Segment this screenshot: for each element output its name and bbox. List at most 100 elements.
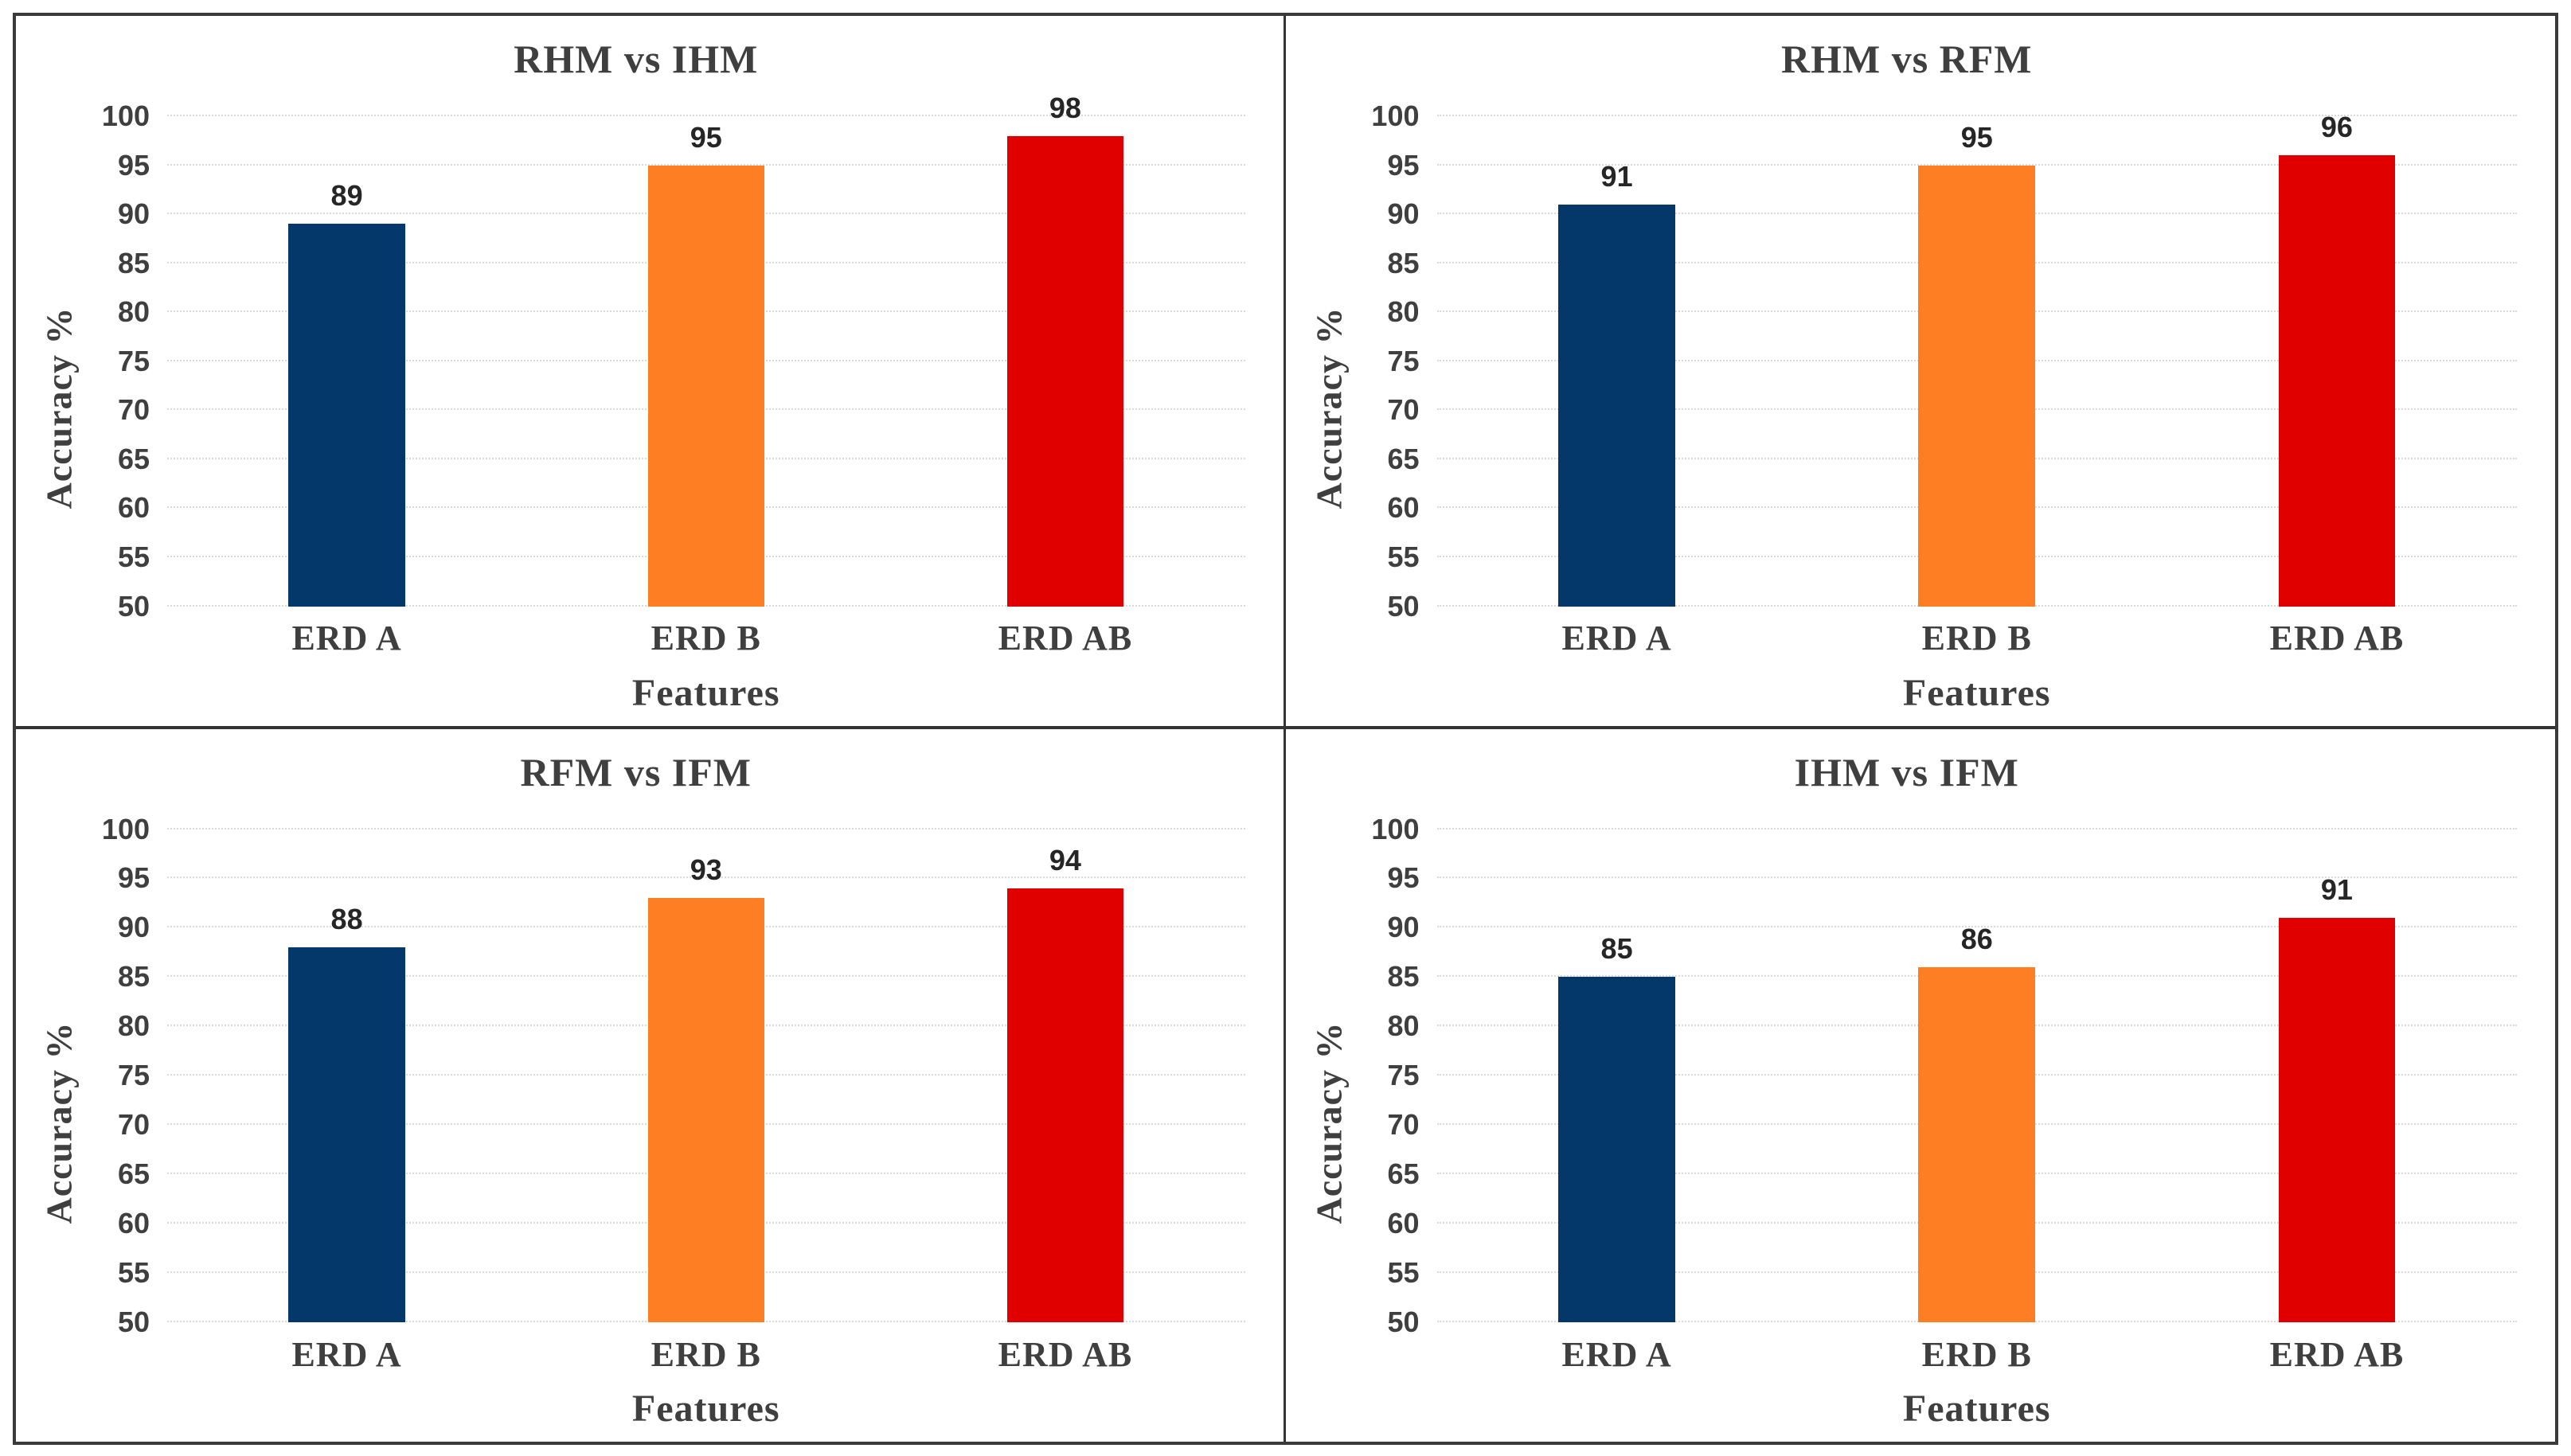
chart-title: RHM vs RFM	[1781, 37, 2033, 81]
y-tick-label: 75	[117, 344, 150, 377]
x-category-label-erd-a: ERD A	[291, 1334, 402, 1374]
gridline	[1436, 926, 2517, 928]
x-category-label-erd-b: ERD B	[651, 1334, 761, 1374]
plot-area: 89 95 98	[167, 92, 1245, 607]
gridline	[1436, 163, 2517, 166]
y-tick-label: 75	[117, 1059, 150, 1092]
bar-erd-ab	[1006, 888, 1123, 1322]
bar-value-label: 96	[2320, 111, 2353, 144]
y-tick-label: 70	[117, 1108, 150, 1142]
chart-body: Accuracy % 50 55 60 65 70 75 80 85 90 95 100 89 95 98 E…	[27, 92, 1245, 724]
y-tick-label: 70	[1387, 393, 1420, 427]
x-category-label-erd-ab: ERD AB	[2269, 1334, 2405, 1374]
bar-value-label: 95	[1960, 120, 1993, 154]
y-tick-label: 65	[1387, 1157, 1420, 1191]
plot-row: 50 55 60 65 70 75 80 85 90 95 100 91 95 96	[1361, 100, 2517, 623]
plot-area: 88 93 94	[167, 827, 1245, 1322]
x-category-row: ERD A ERD B ERD AB	[167, 607, 1245, 670]
y-tick-label: 50	[1387, 589, 1420, 623]
plot-row: 50 55 60 65 70 75 80 85 90 95 100 85 86 91	[1361, 813, 2517, 1339]
x-axis-title: Features	[1902, 1388, 2051, 1430]
y-tick-label: 85	[1387, 246, 1420, 279]
x-category-label-erd-a: ERD A	[1561, 1334, 1672, 1374]
y-tick-column: 50 55 60 65 70 75 80 85 90 95 100	[91, 813, 167, 1339]
y-axis-title: Accuracy %	[38, 306, 80, 509]
x-category-label-erd-b: ERD B	[1921, 619, 2032, 658]
y-tick-label: 95	[117, 148, 150, 182]
y-tick-label: 90	[1387, 197, 1420, 231]
bar-erd-a	[1558, 977, 1675, 1322]
plot-row: 50 55 60 65 70 75 80 85 90 95 100 89 95 98	[91, 92, 1245, 623]
y-tick-label: 85	[1387, 960, 1420, 993]
chart-panel-ihm-vs-ifm: IHM vs IFM Accuracy % 50 55 60 65 70 75 80 85 90 95…	[1285, 728, 2555, 1442]
x-category-row: ERD A ERD B ERD AB	[1437, 607, 2518, 670]
y-tick-label: 75	[1387, 1059, 1420, 1092]
plot-row: 50 55 60 65 70 75 80 85 90 95 100 88 93 94	[91, 813, 1245, 1339]
x-category-row: ERD A ERD B ERD AB	[1437, 1322, 2518, 1386]
bar-erd-a	[288, 224, 405, 607]
x-category-label-erd-a: ERD A	[1561, 619, 1672, 658]
y-tick-label: 70	[117, 393, 150, 427]
x-category-label-erd-a: ERD A	[291, 619, 402, 658]
chart-panel-rfm-vs-ifm: RFM vs IFM Accuracy % 50 55 60 65 70 75 80 85 90 95…	[16, 728, 1286, 1442]
bar-erd-b	[1918, 165, 2035, 607]
y-tick-label: 100	[101, 812, 150, 845]
bar-erd-b	[647, 165, 764, 607]
gridline	[167, 115, 1245, 116]
x-category-label-erd-ab: ERD AB	[2269, 619, 2405, 658]
chart-title: IHM vs IFM	[1794, 749, 2019, 794]
y-tick-label: 50	[117, 1306, 150, 1338]
bar-value-label: 91	[1600, 159, 1633, 193]
x-axis-title: Features	[1902, 671, 2051, 714]
y-tick-label: 100	[101, 100, 150, 132]
plot-area: 91 95 96	[1436, 111, 2517, 607]
y-tick-label: 55	[1387, 540, 1420, 573]
bar-value-label: 85	[1600, 932, 1633, 966]
y-tick-label: 55	[117, 1256, 150, 1290]
chart-body: Accuracy % 50 55 60 65 70 75 80 85 90 95 100 88 93 94 E…	[27, 806, 1245, 1441]
y-tick-label: 65	[117, 442, 150, 475]
bar-value-label: 89	[330, 179, 363, 213]
y-tick-label: 70	[1387, 1108, 1420, 1142]
y-tick-label: 95	[117, 861, 150, 895]
y-tick-column: 50 55 60 65 70 75 80 85 90 95 100	[1361, 813, 1437, 1339]
y-tick-label: 80	[117, 295, 150, 329]
y-tick-label: 90	[117, 911, 150, 944]
x-category-label-erd-ab: ERD AB	[998, 1334, 1133, 1374]
y-tick-label: 65	[1387, 442, 1420, 475]
y-tick-label: 95	[1387, 861, 1420, 895]
bar-value-label: 94	[1049, 843, 1081, 876]
bar-erd-ab	[1006, 135, 1123, 607]
bar-erd-ab	[2278, 155, 2396, 607]
bar-value-label: 91	[2320, 873, 2353, 907]
bar-erd-ab	[2278, 918, 2396, 1322]
x-category-label-erd-b: ERD B	[1921, 1334, 2032, 1374]
y-tick-column: 50 55 60 65 70 75 80 85 90 95 100	[1361, 100, 1437, 623]
gridline	[1436, 827, 2517, 829]
chart-grid: RHM vs IHM Accuracy % 50 55 60 65 70 75 80 85 90 95…	[13, 13, 2558, 1445]
y-tick-label: 80	[117, 1009, 150, 1043]
x-axis-title: Features	[631, 671, 780, 714]
gridline	[1436, 115, 2517, 116]
y-axis-title: Accuracy %	[1308, 1021, 1349, 1224]
chart-title: RHM vs IHM	[514, 37, 759, 81]
y-tick-label: 60	[1387, 1207, 1420, 1240]
y-tick-label: 90	[1387, 911, 1420, 944]
bar-value-label: 93	[690, 853, 722, 887]
x-category-row: ERD A ERD B ERD AB	[167, 1322, 1245, 1386]
gridline	[167, 163, 1245, 166]
y-tick-label: 80	[1387, 1009, 1420, 1043]
y-tick-label: 80	[1387, 295, 1420, 329]
bar-erd-a	[1558, 204, 1675, 607]
plot-area: 85 86 91	[1436, 827, 2517, 1322]
y-axis-title: Accuracy %	[38, 1021, 80, 1224]
bar-value-label: 95	[690, 120, 722, 154]
y-tick-column: 50 55 60 65 70 75 80 85 90 95 100	[91, 100, 167, 623]
x-axis-title: Features	[631, 1388, 780, 1430]
bar-erd-a	[288, 947, 405, 1322]
y-tick-label: 50	[117, 589, 150, 623]
